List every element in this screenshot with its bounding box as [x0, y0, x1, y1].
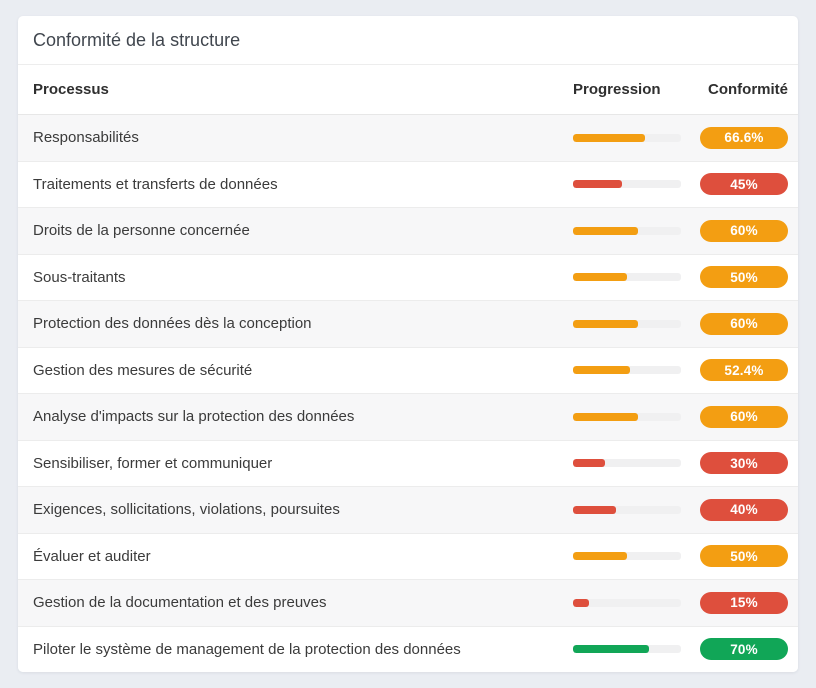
progress-bar-track — [573, 273, 681, 282]
process-label: Gestion des mesures de sécurité — [33, 361, 253, 379]
conformity-badge: 15% — [700, 591, 788, 614]
badge-cell: 50% — [700, 545, 788, 568]
progress-bar-fill — [573, 133, 645, 142]
progress-bar-track — [573, 226, 681, 235]
progress-bar-fill — [573, 366, 630, 375]
conformity-badge: 40% — [700, 498, 788, 521]
progress-cell — [573, 598, 681, 607]
progress-bar-fill — [573, 505, 617, 514]
progress-bar-track — [573, 459, 681, 468]
process-label: Droits de la personne concernée — [33, 222, 250, 240]
table-body: Responsabilités 66.6% Traitements et tra… — [18, 115, 798, 672]
conformity-badge: 52.4% — [700, 359, 788, 382]
progress-bar-fill — [573, 552, 627, 561]
table-row: Piloter le système de management de la p… — [18, 626, 798, 672]
progress-cell — [573, 552, 681, 561]
badge-cell: 50% — [700, 266, 788, 289]
table-row: Sous-traitants 50% — [18, 254, 798, 301]
conformity-badge: 45% — [700, 173, 788, 196]
progress-cell — [573, 319, 681, 328]
progress-bar-track — [573, 645, 681, 654]
progress-bar-fill — [573, 598, 590, 607]
progress-bar-fill — [573, 273, 627, 282]
column-header-processus: Processus — [33, 81, 109, 98]
progress-bar-track — [573, 180, 681, 189]
progress-bar-fill — [573, 459, 606, 468]
progress-cell — [573, 505, 681, 514]
process-label: Évaluer et auditer — [33, 547, 151, 565]
progress-bar-track — [573, 598, 681, 607]
process-label: Protection des données dès la conception — [33, 315, 312, 333]
table-row: Évaluer et auditer 50% — [18, 533, 798, 580]
conformity-badge: 66.6% — [700, 126, 788, 149]
progress-bar-fill — [573, 319, 638, 328]
process-label: Responsabilités — [33, 129, 139, 147]
conformity-badge: 50% — [700, 545, 788, 568]
table-header: Processus Progression Conformité — [18, 65, 798, 115]
badge-cell: 66.6% — [700, 126, 788, 149]
badge-cell: 60% — [700, 219, 788, 242]
conformity-badge: 60% — [700, 405, 788, 428]
column-header-progression: Progression — [573, 81, 661, 98]
progress-bar-track — [573, 366, 681, 375]
progress-cell — [573, 226, 681, 235]
progress-cell — [573, 412, 681, 421]
progress-bar-track — [573, 412, 681, 421]
conformity-badge: 50% — [700, 266, 788, 289]
progress-cell — [573, 645, 681, 654]
conformity-card: Conformité de la structure Processus Pro… — [18, 16, 798, 672]
progress-bar-track — [573, 133, 681, 142]
process-label: Piloter le système de management de la p… — [33, 640, 461, 658]
badge-cell: 60% — [700, 312, 788, 335]
progress-bar-track — [573, 505, 681, 514]
column-header-conformite: Conformité — [708, 81, 788, 98]
process-label: Exigences, sollicitations, violations, p… — [33, 501, 340, 519]
badge-cell: 15% — [700, 591, 788, 614]
progress-bar-fill — [573, 180, 622, 189]
progress-cell — [573, 273, 681, 282]
table-row: Responsabilités 66.6% — [18, 115, 798, 162]
conformity-badge: 60% — [700, 219, 788, 242]
table-row: Analyse d'impacts sur la protection des … — [18, 394, 798, 441]
progress-bar-fill — [573, 412, 638, 421]
progress-bar-fill — [573, 645, 649, 654]
table-row: Traitements et transferts de données 45% — [18, 161, 798, 208]
process-label: Sous-traitants — [33, 268, 126, 286]
process-label: Analyse d'impacts sur la protection des … — [33, 408, 355, 426]
progress-cell — [573, 366, 681, 375]
badge-cell: 60% — [700, 405, 788, 428]
table-row: Droits de la personne concernée 60% — [18, 208, 798, 255]
badge-cell: 52.4% — [700, 359, 788, 382]
badge-cell: 30% — [700, 452, 788, 475]
progress-cell — [573, 133, 681, 142]
progress-bar-fill — [573, 226, 638, 235]
conformity-badge: 70% — [700, 638, 788, 661]
process-label: Gestion de la documentation et des preuv… — [33, 594, 327, 612]
table-row: Protection des données dès la conception… — [18, 301, 798, 348]
table-row: Exigences, sollicitations, violations, p… — [18, 487, 798, 534]
badge-cell: 70% — [700, 638, 788, 661]
badge-cell: 40% — [700, 498, 788, 521]
conformity-badge: 60% — [700, 312, 788, 335]
progress-cell — [573, 180, 681, 189]
process-label: Traitements et transferts de données — [33, 175, 278, 193]
conformity-badge: 30% — [700, 452, 788, 475]
table-row: Sensibiliser, former et communiquer 30% — [18, 440, 798, 487]
progress-bar-track — [573, 319, 681, 328]
card-title: Conformité de la structure — [18, 16, 798, 65]
process-label: Sensibiliser, former et communiquer — [33, 454, 273, 472]
table-row: Gestion de la documentation et des preuv… — [18, 580, 798, 627]
progress-bar-track — [573, 552, 681, 561]
table-row: Gestion des mesures de sécurité 52.4% — [18, 347, 798, 394]
progress-cell — [573, 459, 681, 468]
badge-cell: 45% — [700, 173, 788, 196]
